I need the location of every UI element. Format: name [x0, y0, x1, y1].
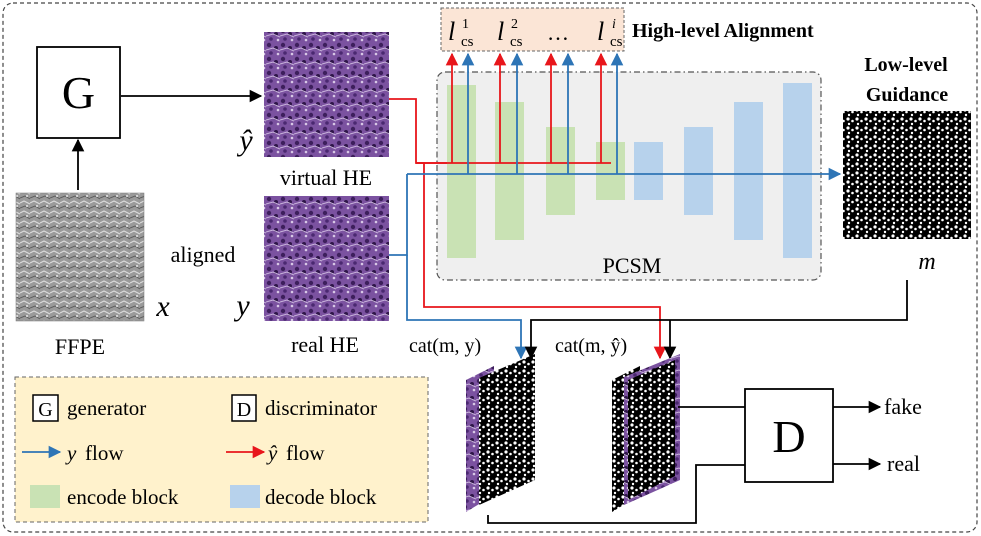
concat-fake-stack: [612, 354, 680, 512]
mask-image: [843, 111, 971, 239]
svg-text:cs: cs: [510, 34, 523, 50]
alignment-loss-box: [440, 7, 625, 52]
legend-encode-label: encode block: [67, 485, 179, 509]
svg-text:G: G: [38, 399, 52, 421]
loss-term-2: l 2 cs: [497, 17, 523, 50]
legend-discriminator-label: discriminator: [265, 396, 377, 420]
virtual-he-image: [264, 32, 389, 157]
svg-text:cs: cs: [461, 34, 474, 50]
alignment-title: High-level Alignment: [632, 20, 814, 42]
legend-generator-label: generator: [67, 396, 146, 420]
pcsm-label: PCSM: [603, 253, 662, 278]
legend-generator-icon: [32, 394, 59, 422]
legend: G generator D discriminator y flow ŷ flo…: [14, 376, 429, 523]
svg-text:l: l: [448, 17, 455, 46]
y-flow-paths: [389, 52, 842, 360]
real-he-image: [264, 196, 389, 321]
real-he-label: real HE: [291, 332, 359, 357]
generator-box: [36, 46, 121, 139]
x-symbol: x: [155, 290, 170, 323]
decode-block-2: [684, 127, 713, 215]
real-output-label: real: [887, 451, 920, 476]
legend-yhat-symbol: ŷ: [266, 441, 278, 465]
yhat-flow-paths: [389, 52, 667, 360]
pcsm-box: [436, 71, 822, 281]
ffpe-image: [15, 192, 145, 322]
concat-real-stack: [466, 354, 535, 512]
aligned-label: aligned: [171, 242, 236, 267]
svg-text:2: 2: [511, 17, 518, 32]
legend-yhat-flow-label: flow: [286, 441, 325, 465]
svg-text:cs: cs: [610, 34, 623, 50]
svg-text:i: i: [612, 17, 616, 32]
svg-text:l: l: [497, 17, 504, 46]
mask-flow-paths: [524, 280, 908, 360]
generator-letter: G: [62, 67, 95, 118]
discriminator-letter: D: [772, 411, 805, 462]
loss-term-1: l 1 cs: [448, 17, 474, 50]
guidance-title-line2: Guidance: [866, 84, 948, 106]
virtual-he-label: virtual HE: [280, 165, 372, 190]
legend-encode-swatch: [30, 485, 60, 508]
decode-block-4: [783, 83, 812, 258]
legend-discriminator-icon: [231, 394, 257, 422]
legend-y-flow-label: flow: [85, 441, 124, 465]
y-symbol: y: [233, 289, 250, 322]
yhat-symbol: ŷ: [236, 124, 253, 157]
discriminator-input-paths: [487, 406, 745, 524]
fake-output-label: fake: [884, 394, 922, 419]
concat-fake-label: cat(m, ŷ): [555, 335, 627, 357]
svg-text:1: 1: [462, 17, 469, 32]
svg-text:l: l: [597, 17, 604, 46]
ffpe-label: FFPE: [55, 334, 105, 359]
loss-ellipsis: …: [547, 20, 569, 45]
legend-y-symbol: y: [65, 441, 77, 465]
guidance-title-line1: Low-level: [864, 54, 948, 76]
decode-block-3: [734, 102, 763, 240]
legend-decode-label: decode block: [265, 485, 377, 509]
mask-symbol: m: [918, 249, 935, 275]
legend-decode-swatch: [230, 485, 260, 508]
svg-text:D: D: [237, 399, 251, 421]
discriminator-box: [744, 388, 834, 483]
loss-term-i: l i cs: [597, 17, 623, 50]
concat-real-label: cat(m, y): [409, 335, 481, 357]
decode-block-1: [634, 142, 663, 200]
